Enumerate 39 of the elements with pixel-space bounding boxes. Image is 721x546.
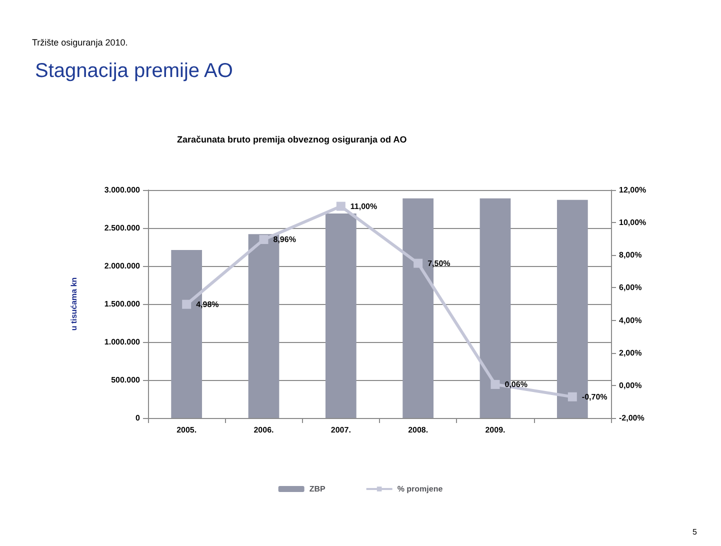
point <box>182 300 192 309</box>
point <box>568 392 577 402</box>
data-label: 8,96% <box>273 235 296 244</box>
y-tick-label: 2.000.000 <box>104 262 141 270</box>
text: Tržište osiguranja 2010. <box>32 38 128 48</box>
text: 5 <box>692 528 698 536</box>
y-axis-title: u tisućama kn <box>70 277 78 331</box>
point <box>259 235 268 244</box>
x-tick-label: 2007. <box>330 426 351 434</box>
x-tick-label: 2006. <box>254 426 274 434</box>
y-tick-label: 1.000.000 <box>104 338 141 346</box>
y2-tick-label: 10,00% <box>619 218 646 228</box>
data-label: 7,50% <box>428 258 450 268</box>
chart-subtitle: Zaračunata bruto premija obveznog osiguranja od AO <box>177 134 407 144</box>
y2-tick-label: -2,00% <box>619 414 644 422</box>
legend-label: ZBP <box>309 484 326 494</box>
x-tick-label: 2005. <box>176 426 197 434</box>
y-tick-label: 0 <box>136 414 141 422</box>
legend-label: % promjene <box>397 484 444 494</box>
y-tick-label: 2.500.000 <box>104 224 141 232</box>
point <box>336 202 346 211</box>
chart-title: Stagnacija premije AO <box>35 60 233 82</box>
point <box>490 380 500 389</box>
y2-tick-label: 12,00% <box>619 186 646 194</box>
y2-tick-label: 0,00% <box>619 380 642 390</box>
y-tick-label: 3.000.000 <box>104 186 141 194</box>
data-label: -0,70% <box>582 392 608 402</box>
y-tick-label: 1.500.000 <box>104 300 141 308</box>
y2-tick-label: 4,00% <box>619 316 642 325</box>
y-tick-label: 500.000 <box>111 376 141 384</box>
data-label: 0,06% <box>504 380 528 389</box>
y2-tick-label: 6,00% <box>619 283 642 292</box>
y2-tick-label: 8,00% <box>619 250 642 260</box>
x-tick-label: 2008. <box>408 426 428 434</box>
point <box>414 258 423 268</box>
data-label: 11,00% <box>350 202 378 211</box>
y2-tick-label: 2,00% <box>619 348 642 358</box>
x-tick-label: 2009. <box>485 426 506 434</box>
data-label: 4,98% <box>196 300 219 309</box>
